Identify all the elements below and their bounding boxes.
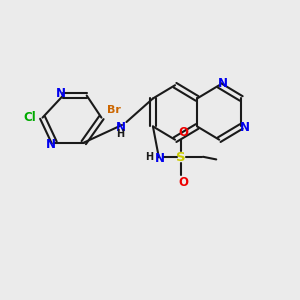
Text: O: O <box>179 176 189 189</box>
Text: N: N <box>116 122 126 134</box>
Text: N: N <box>240 122 250 134</box>
Text: N: N <box>46 138 56 151</box>
Text: O: O <box>179 126 189 139</box>
Text: N: N <box>56 87 66 100</box>
Text: H: H <box>116 129 124 140</box>
Text: Cl: Cl <box>24 111 37 124</box>
Text: N: N <box>155 152 165 165</box>
Text: H: H <box>145 152 154 162</box>
Text: S: S <box>176 151 186 164</box>
Text: Br: Br <box>107 105 121 115</box>
Text: N: N <box>218 77 228 90</box>
